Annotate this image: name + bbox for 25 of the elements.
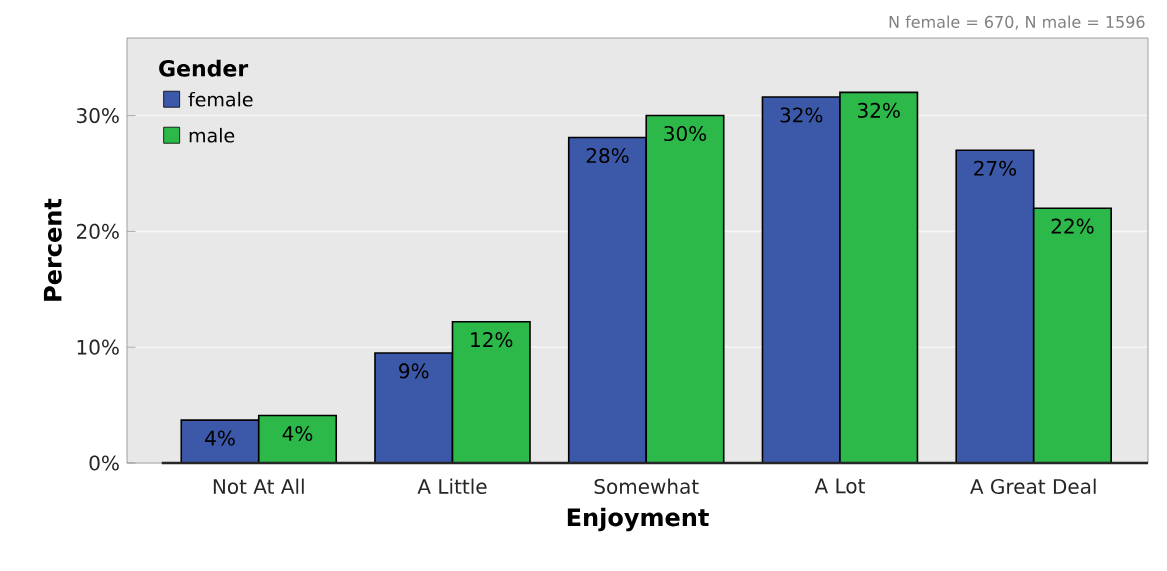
- data-label: 32%: [780, 107, 823, 123]
- legend-label: male: [189, 127, 235, 143]
- x-tick-label: A Great Deal: [970, 478, 1096, 495]
- x-axis-title: Enjoyment: [567, 507, 709, 532]
- data-label: 30%: [664, 125, 707, 142]
- data-label: 27%: [974, 160, 1017, 176]
- data-label: 4%: [205, 430, 235, 446]
- legend-title: Gender: [159, 59, 249, 77]
- y-tick-label: 20%: [76, 223, 119, 239]
- data-label: 28%: [586, 147, 629, 164]
- y-tick-label: 10%: [77, 339, 119, 355]
- y-tick-label: 0%: [89, 455, 119, 471]
- y-axis-title: Percent: [43, 198, 62, 301]
- data-label: 9%: [399, 363, 429, 379]
- legend-label: female: [188, 91, 253, 107]
- y-tick-label: 30%: [77, 107, 119, 124]
- data-label: 22%: [1051, 218, 1094, 234]
- data-label: 12%: [471, 332, 513, 348]
- x-tick-label: Not At All: [213, 478, 304, 495]
- x-tick-label: A Lot: [814, 478, 865, 494]
- x-tick-label: A Little: [417, 478, 487, 495]
- text: N female = 670, N male = 1596: [889, 15, 1145, 30]
- data-label: 32%: [858, 102, 900, 118]
- data-label: 4%: [282, 425, 313, 442]
- x-tick-label: Somewhat: [594, 478, 699, 495]
